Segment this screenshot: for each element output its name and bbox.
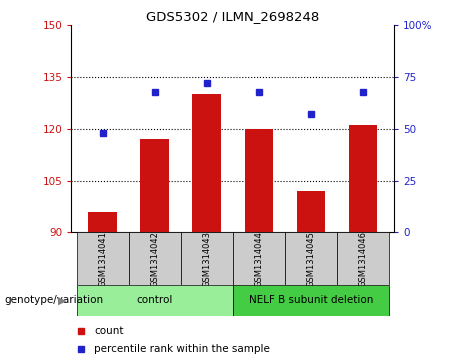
Text: genotype/variation: genotype/variation <box>5 295 104 305</box>
Bar <box>77 232 129 285</box>
Bar <box>337 232 389 285</box>
Bar <box>89 212 117 232</box>
Text: GSM1314045: GSM1314045 <box>307 231 315 286</box>
Text: percentile rank within the sample: percentile rank within the sample <box>94 344 270 355</box>
Text: count: count <box>94 326 124 336</box>
Bar <box>129 232 181 285</box>
Bar <box>296 191 325 232</box>
Bar <box>233 232 285 285</box>
Bar <box>349 125 377 232</box>
Bar <box>77 285 233 316</box>
Text: NELF B subunit deletion: NELF B subunit deletion <box>248 295 373 305</box>
Text: GSM1314044: GSM1314044 <box>254 231 263 286</box>
Title: GDS5302 / ILMN_2698248: GDS5302 / ILMN_2698248 <box>146 10 319 23</box>
Bar <box>244 129 273 232</box>
Text: ▶: ▶ <box>59 295 67 305</box>
Bar <box>285 232 337 285</box>
Text: GSM1314046: GSM1314046 <box>358 231 367 287</box>
Bar <box>181 232 233 285</box>
Text: GSM1314041: GSM1314041 <box>98 231 107 286</box>
Bar <box>141 139 169 232</box>
Text: GSM1314042: GSM1314042 <box>150 231 159 286</box>
Text: control: control <box>136 295 173 305</box>
Bar <box>233 285 389 316</box>
Bar <box>193 94 221 232</box>
Text: GSM1314043: GSM1314043 <box>202 231 211 287</box>
